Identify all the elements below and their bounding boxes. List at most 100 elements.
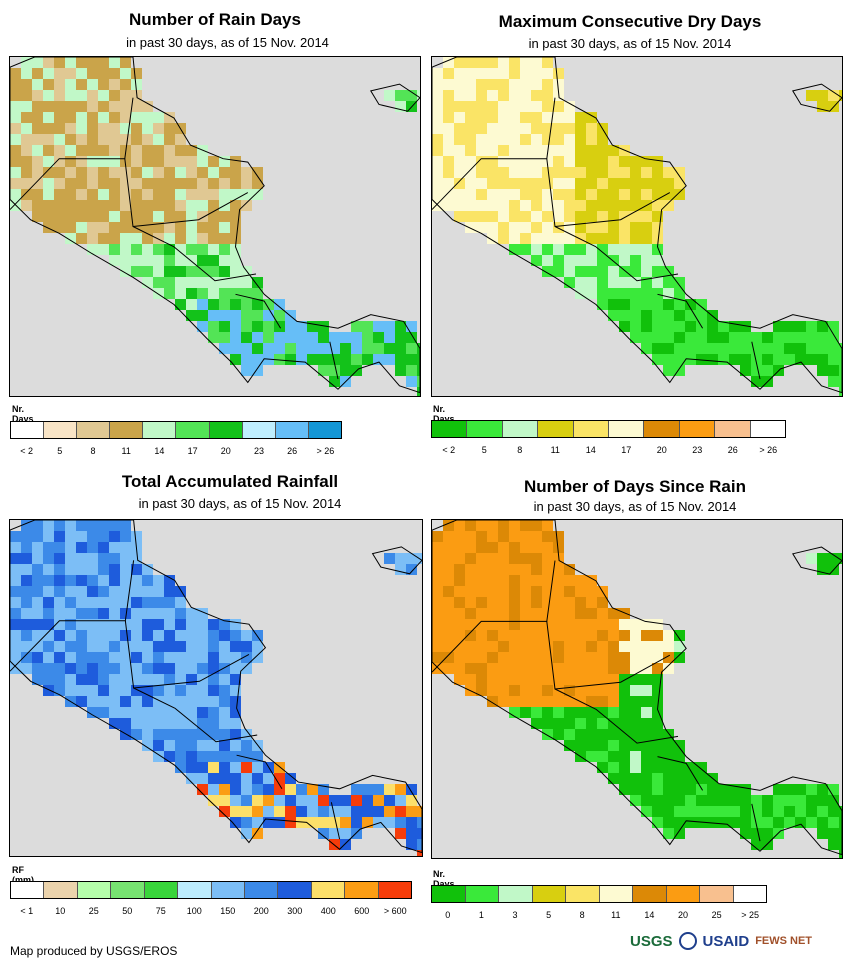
legend-tick-label: 5 [546, 910, 552, 920]
map-cell [98, 696, 109, 707]
legend-tick-label: 11 [611, 910, 621, 920]
map-dry-days[interactable] [431, 56, 843, 397]
legend-swatch [308, 422, 341, 438]
map-cell [432, 531, 443, 542]
map-cell [806, 332, 817, 343]
map-cell [186, 167, 197, 178]
map-cell [597, 200, 608, 211]
map-cell [564, 200, 575, 211]
map-cell [164, 200, 175, 211]
map-cell [164, 112, 175, 123]
map-cell [586, 630, 597, 641]
map-cell [652, 310, 663, 321]
map-cell [98, 112, 109, 123]
map-cell [76, 233, 87, 244]
map-cell [443, 641, 454, 652]
map-cell [10, 90, 21, 101]
map-cell [263, 817, 274, 828]
map-cell [476, 178, 487, 189]
map-cell [707, 343, 718, 354]
map-cell [329, 332, 340, 343]
map-cell [340, 817, 351, 828]
map-cell [32, 564, 43, 575]
map-cell [542, 112, 553, 123]
map-cell [329, 806, 340, 817]
map-cell [531, 178, 542, 189]
map-cell [54, 652, 65, 663]
map-cell [575, 178, 586, 189]
legend-tick-label: 3 [512, 910, 518, 920]
map-cell [509, 696, 520, 707]
map-cell [542, 90, 553, 101]
map-cell [219, 211, 230, 222]
map-cell [219, 630, 230, 641]
map-cell [98, 564, 109, 575]
map-cell [520, 57, 531, 68]
map-cell [186, 619, 197, 630]
map-cell [619, 608, 630, 619]
legend-swatch [11, 422, 45, 438]
legend-tick-label: < 2 [442, 445, 456, 455]
map-cell [641, 310, 652, 321]
map-cell [87, 553, 98, 564]
map-cell [76, 674, 87, 685]
legend-tick-label: 400 [320, 906, 336, 916]
map-cell [230, 266, 241, 277]
map-cell [553, 134, 564, 145]
map-cell [575, 619, 586, 630]
map-cell [597, 718, 608, 729]
map-cell [32, 586, 43, 597]
map-cell [432, 575, 443, 586]
map-cell [531, 707, 542, 718]
map-days-since-rain[interactable] [431, 519, 843, 859]
map-cell [197, 685, 208, 696]
map-cell [175, 244, 186, 255]
map-cell [230, 729, 241, 740]
map-cell [795, 817, 806, 828]
legend-tick-label: > 600 [383, 906, 407, 916]
map-cell [109, 68, 120, 79]
map-cell [186, 156, 197, 167]
map-cell [186, 773, 197, 784]
map-cell [597, 222, 608, 233]
map-cell [395, 806, 406, 817]
map-cell [186, 641, 197, 652]
legend-tick-label: 23 [253, 446, 265, 456]
map-cell [564, 586, 575, 597]
map-cell [241, 641, 252, 652]
map-cell [553, 244, 564, 255]
map-cell [509, 222, 520, 233]
map-cell [406, 90, 417, 101]
map-cell [384, 817, 395, 828]
map-cell [520, 112, 531, 123]
map-cell [219, 773, 230, 784]
map-cell [685, 806, 696, 817]
map-cell [65, 211, 76, 222]
map-cell [597, 178, 608, 189]
map-rainfall[interactable] [9, 519, 423, 857]
map-cell [586, 134, 597, 145]
map-cell [65, 608, 76, 619]
map-cell [65, 564, 76, 575]
map-cell [186, 663, 197, 674]
map-cell [762, 795, 773, 806]
map-rain-days[interactable] [9, 56, 421, 397]
map-cell [241, 288, 252, 299]
map-cell [98, 553, 109, 564]
map-cell [828, 839, 839, 850]
map-cell [197, 167, 208, 178]
map-cell [773, 817, 784, 828]
map-cell [417, 365, 420, 376]
map-cell [575, 222, 586, 233]
coastline [370, 83, 420, 112]
map-cell [531, 520, 542, 531]
map-cell [76, 608, 87, 619]
map-cell [553, 101, 564, 112]
map-cell [164, 244, 175, 255]
map-cell [241, 321, 252, 332]
map-cell [641, 222, 652, 233]
map-cell [685, 762, 696, 773]
map-cell [65, 145, 76, 156]
map-cell [465, 79, 476, 90]
map-cell [619, 784, 630, 795]
